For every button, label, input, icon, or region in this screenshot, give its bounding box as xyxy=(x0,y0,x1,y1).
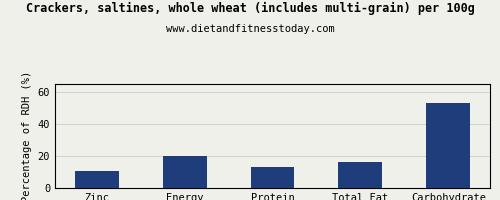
Text: www.dietandfitnesstoday.com: www.dietandfitnesstoday.com xyxy=(166,24,334,34)
Y-axis label: Percentage of RDH (%): Percentage of RDH (%) xyxy=(22,70,32,200)
Text: Crackers, saltines, whole wheat (includes multi-grain) per 100g: Crackers, saltines, whole wheat (include… xyxy=(26,2,474,15)
Bar xyxy=(338,162,382,188)
Bar xyxy=(426,103,470,188)
Bar xyxy=(75,171,118,188)
Bar xyxy=(162,156,206,188)
Bar xyxy=(250,167,294,188)
